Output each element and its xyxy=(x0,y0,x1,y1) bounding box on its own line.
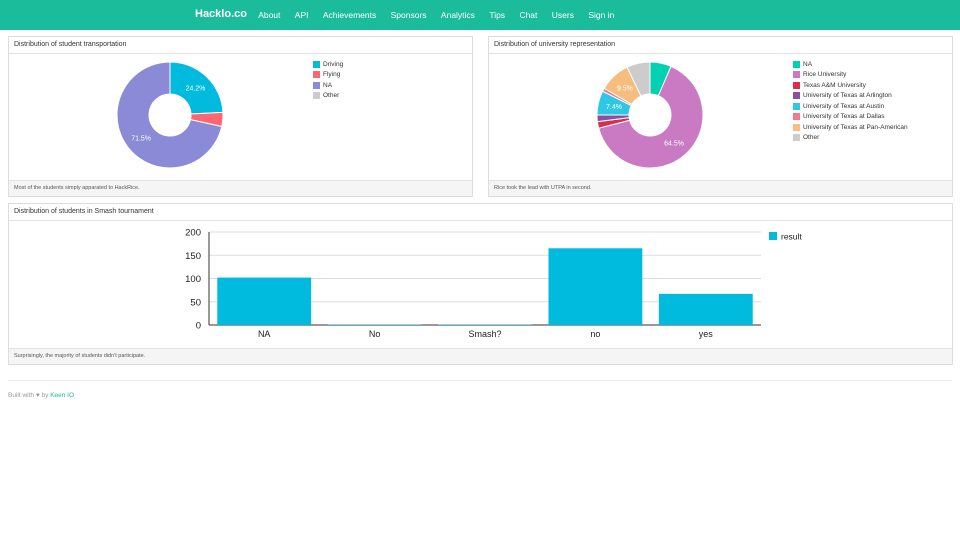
slice-label-na: 71.5% xyxy=(131,136,151,143)
legend-label: Flying xyxy=(323,71,341,79)
smash-bar-chart: 0 50 100 150 200 NA No Smash? no yes result xyxy=(185,228,802,340)
slice-label-university-of-texas-at-pan-american: 9.5% xyxy=(617,85,633,92)
nav-sponsors[interactable]: Sponsors xyxy=(390,10,427,20)
x-tick-label: Smash? xyxy=(468,329,501,339)
legend-swatch xyxy=(793,123,800,131)
legend-swatch xyxy=(793,71,800,79)
heart-icon: ♥ xyxy=(35,392,40,399)
slice-label-rice-university: 64.5% xyxy=(664,141,684,148)
legend-swatch xyxy=(769,232,777,240)
nav-achievements[interactable]: Achievements xyxy=(322,10,377,20)
bar-yes[interactable] xyxy=(658,293,753,325)
y-tick-label: 100 xyxy=(185,274,201,285)
nav-users[interactable]: Users xyxy=(551,10,574,20)
university-footer: Rice took the lead with UTPA in second. xyxy=(489,180,952,196)
legend-swatch xyxy=(793,60,800,68)
y-tick-label: 0 xyxy=(196,321,201,332)
nav-api[interactable]: API xyxy=(294,10,309,20)
legend-label: Other xyxy=(803,134,820,142)
pie-slice-na[interactable] xyxy=(116,61,223,169)
legend-label: Driving xyxy=(323,60,344,68)
legend-label: Texas A&M University xyxy=(803,81,866,89)
legend-label: University of Texas at Arlington xyxy=(803,92,892,100)
legend-label: NA xyxy=(803,60,813,68)
nav-about[interactable]: About xyxy=(258,10,281,20)
legend-item-university-of-texas-at-dallas[interactable]: University of Texas at Dallas xyxy=(793,112,908,123)
legend-label: Other xyxy=(323,92,340,100)
legend-item-rice-university[interactable]: Rice University xyxy=(793,70,908,81)
x-tick-label: No xyxy=(369,329,381,339)
transport-title: Distribution of student transportation xyxy=(9,37,472,54)
legend-item-university-of-texas-at-arlington[interactable]: University of Texas at Arlington xyxy=(793,91,908,102)
x-tick-label: yes xyxy=(699,329,714,339)
university-title: Distribution of university representatio… xyxy=(489,37,952,54)
keen-io-link[interactable]: Keen IO xyxy=(50,392,75,399)
legend-label-result[interactable]: result xyxy=(781,232,802,242)
transport-footer: Most of the students simply apparated to… xyxy=(9,180,472,196)
university-panel: Distribution of university representatio… xyxy=(488,36,953,197)
university-pie-chart: 64.5% 7.4% 9.5% xyxy=(596,61,704,169)
bar-na[interactable] xyxy=(217,277,312,325)
brand-link[interactable]: Hacklo.co xyxy=(195,8,247,20)
legend-swatch xyxy=(313,71,320,79)
y-tick-label: 150 xyxy=(185,251,201,262)
pie-slice-driving[interactable] xyxy=(169,61,224,115)
legend-item-other[interactable]: Other xyxy=(313,91,343,102)
legend-label: Rice University xyxy=(803,71,847,79)
legend-swatch xyxy=(793,81,800,89)
legend-swatch xyxy=(793,92,800,100)
smash-panel: Distribution of students in Smash tourna… xyxy=(8,203,953,365)
x-tick-label: no xyxy=(590,329,600,339)
pie-slice-other[interactable] xyxy=(626,61,651,97)
pie-slice-rice-university[interactable] xyxy=(598,65,704,169)
legend-item-texas-a-m-university[interactable]: Texas A&M University xyxy=(793,80,908,91)
page-footer: Built with ♥ by Keen IO xyxy=(8,392,74,399)
transport-pie-chart: 24.2% 71.5% xyxy=(116,61,224,169)
nav-chat[interactable]: Chat xyxy=(519,10,538,20)
nav-analytics[interactable]: Analytics xyxy=(440,10,475,20)
nav-tips[interactable]: Tips xyxy=(489,10,506,20)
legend-swatch xyxy=(313,92,320,100)
legend-swatch xyxy=(313,81,320,89)
y-tick-label: 50 xyxy=(190,297,201,308)
legend-swatch xyxy=(313,60,320,68)
x-tick-label: NA xyxy=(258,329,271,339)
smash-title: Distribution of students in Smash tourna… xyxy=(9,204,952,221)
legend-label: University of Texas at Dallas xyxy=(803,113,885,121)
legend-swatch xyxy=(793,134,800,142)
legend-label: University of Texas at Austin xyxy=(803,102,885,110)
bar-no[interactable] xyxy=(548,248,643,325)
legend-swatch xyxy=(793,113,800,121)
university-legend: NA Rice University Texas A&M University Uni… xyxy=(793,59,908,143)
nav-sign-in[interactable]: Sign in xyxy=(588,10,615,20)
legend-swatch xyxy=(793,102,800,110)
legend-item-flying[interactable]: Flying xyxy=(313,70,343,81)
footer-prefix: Built with xyxy=(8,392,35,399)
transport-legend: Driving Flying NA Other xyxy=(313,59,343,101)
legend-item-driving[interactable]: Driving xyxy=(313,59,343,70)
smash-footer: Surprisingly, the majority of students d… xyxy=(9,348,952,364)
slice-label-driving: 24.2% xyxy=(186,86,206,93)
slice-label-university-of-texas-at-austin: 7.4% xyxy=(606,104,622,111)
nav-menu: About API Achievements Sponsors Analytic… xyxy=(251,0,622,30)
legend-item-university-of-texas-at-austin[interactable]: University of Texas at Austin xyxy=(793,101,908,112)
footer-by: by xyxy=(41,392,49,399)
legend-item-university-of-texas-at-pan-american[interactable]: University of Texas at Pan-American xyxy=(793,122,908,133)
legend-item-na[interactable]: NA xyxy=(793,59,908,70)
legend-item-na[interactable]: NA xyxy=(313,80,343,91)
transport-panel: Distribution of student transportation 2… xyxy=(8,36,473,197)
legend-label: NA xyxy=(323,81,333,89)
navbar: Hacklo.co About API Achievements Sponsor… xyxy=(0,0,960,30)
footer-divider xyxy=(8,380,952,381)
legend-label: University of Texas at Pan-American xyxy=(803,123,908,131)
y-tick-label: 200 xyxy=(185,228,201,239)
legend-item-other[interactable]: Other xyxy=(793,133,908,144)
